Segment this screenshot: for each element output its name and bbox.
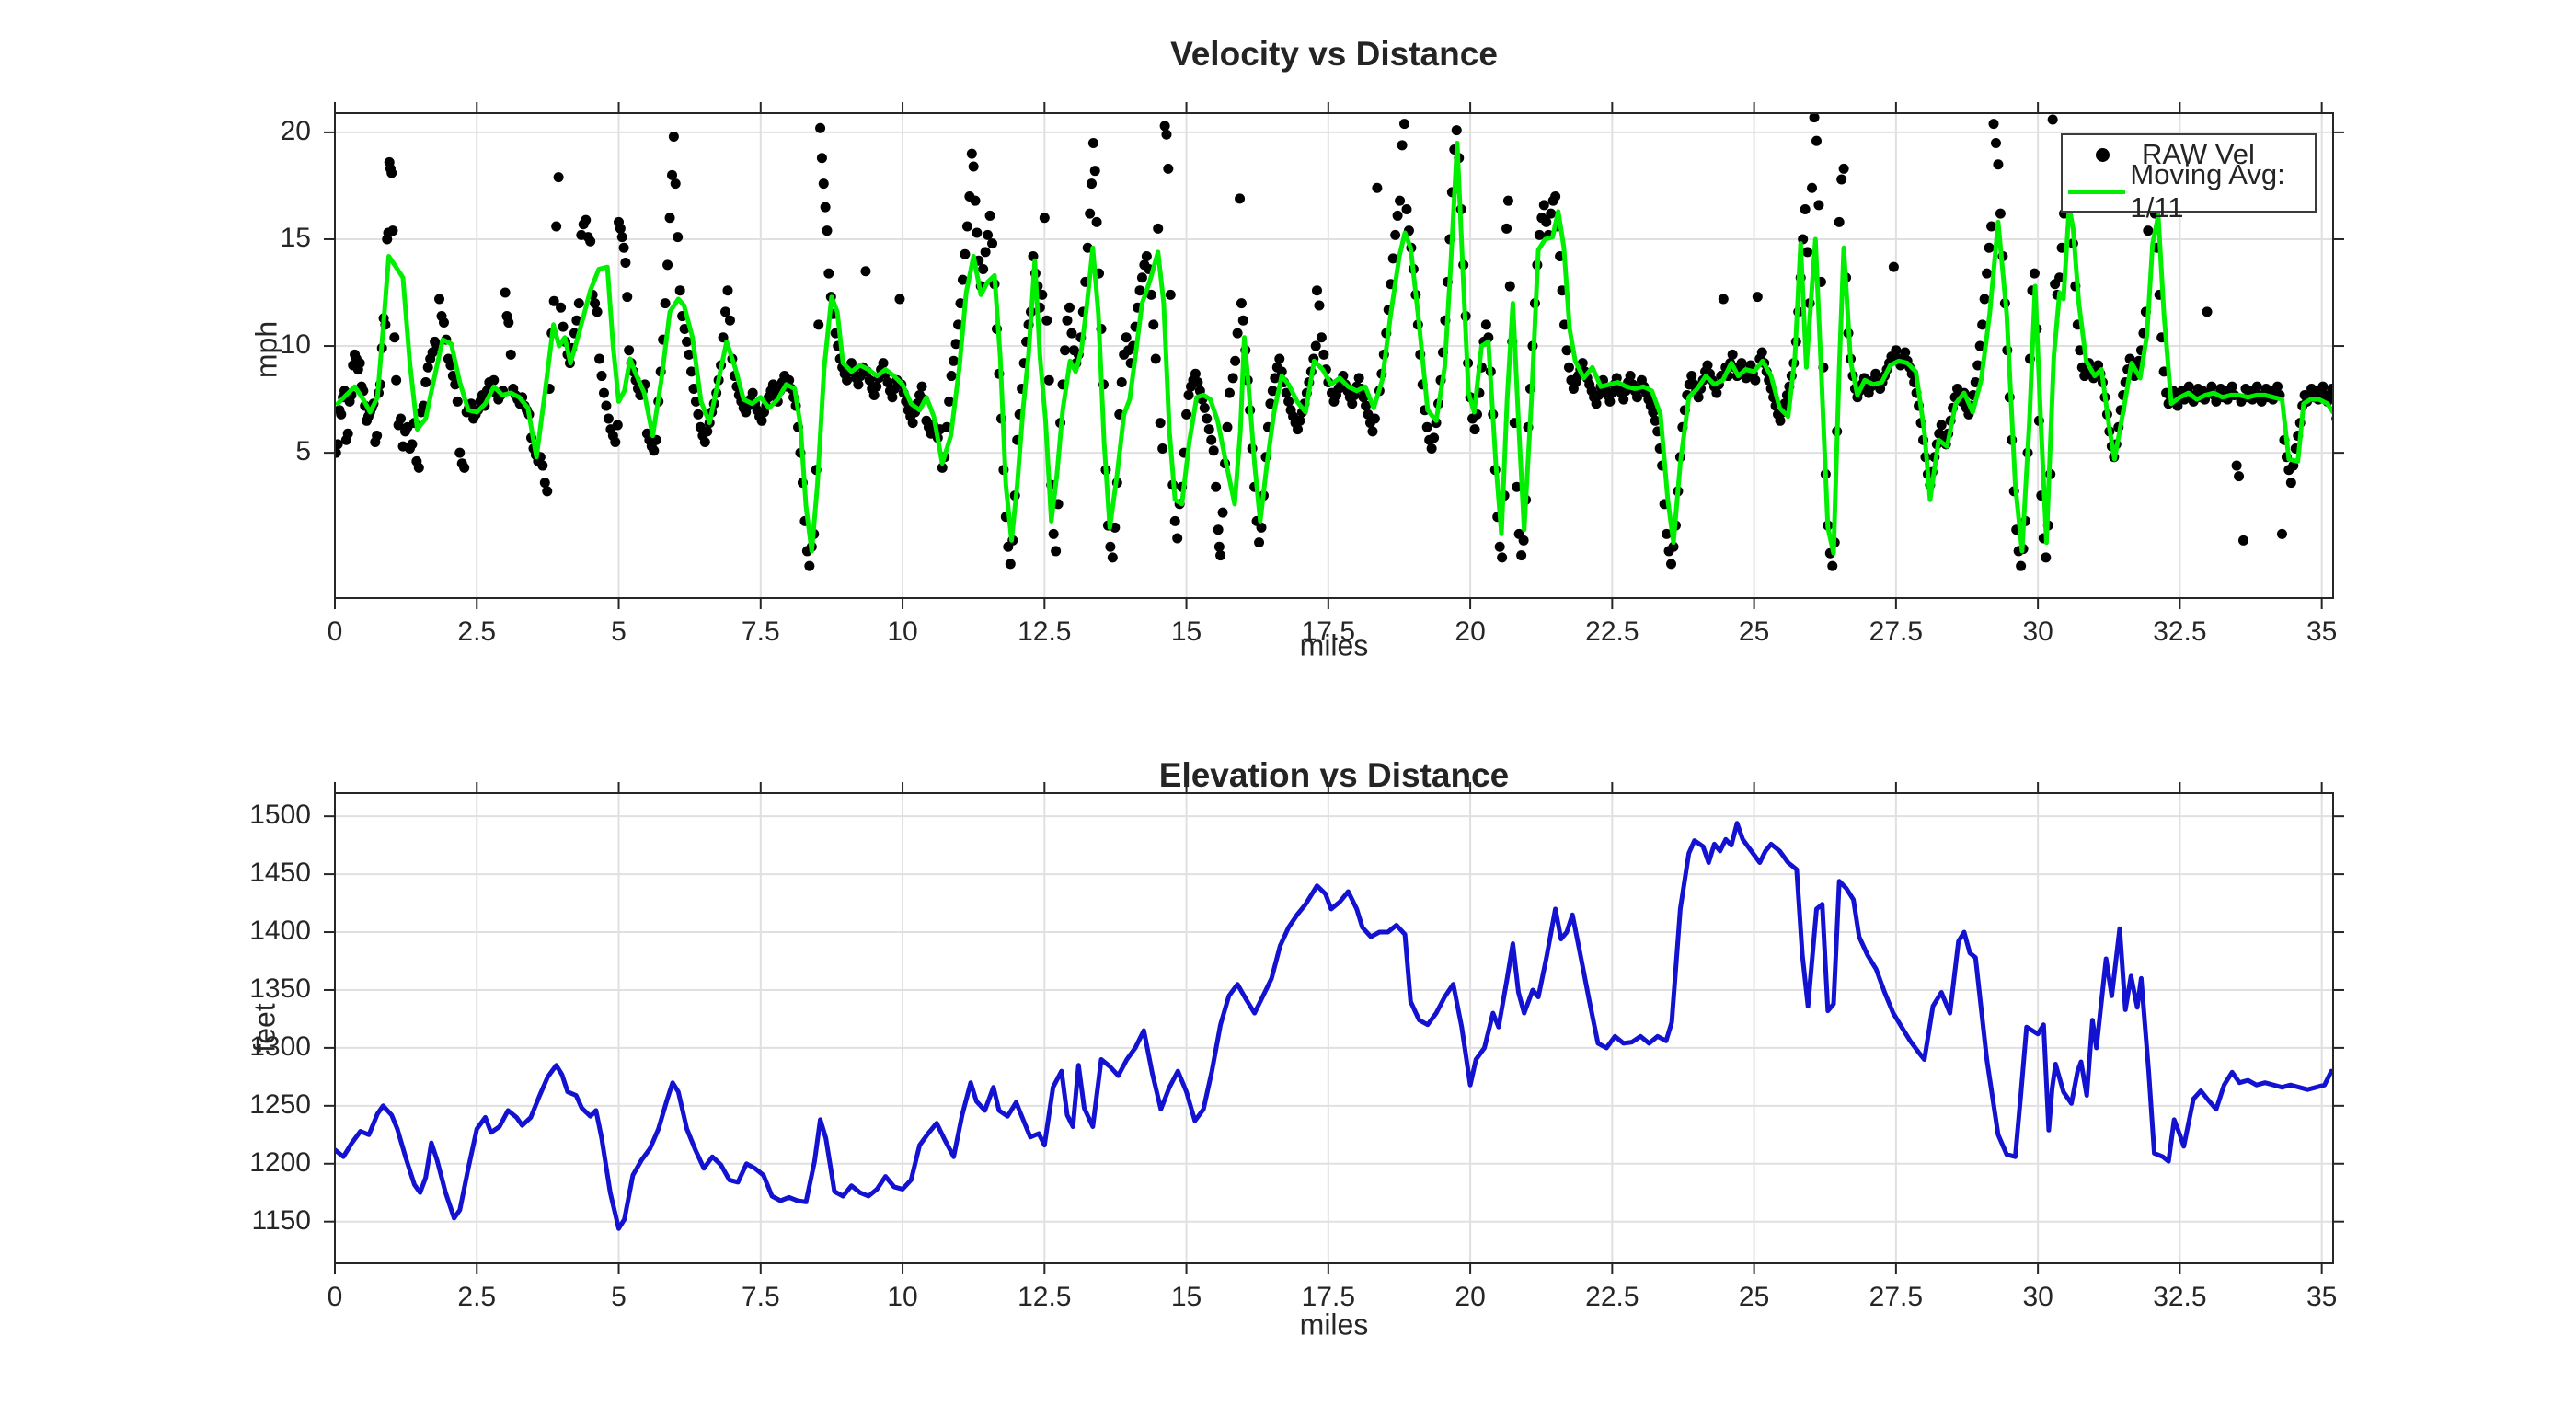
legend-marker-cell — [2063, 189, 2130, 194]
elevation-chart-title: Elevation vs Distance — [1158, 756, 1510, 794]
x-tick-label: 2.5 — [457, 1282, 497, 1312]
y-tick-label: 15 — [280, 222, 311, 253]
x-tick-label: 12.5 — [1018, 616, 1072, 647]
x-tick-label: 27.5 — [1869, 616, 1924, 647]
x-tick-label: 15 — [1170, 616, 1202, 647]
legend-entry-moving-avg: Moving Avg: 1/11 — [2063, 158, 2315, 224]
legend: RAW Vel Moving Avg: 1/11 — [2061, 133, 2317, 224]
x-tick-label: 7.5 — [741, 616, 780, 647]
legend-label-moving-avg: Moving Avg: 1/11 — [2130, 158, 2285, 224]
x-tick-label: 10 — [887, 1282, 918, 1312]
y-tick-label: 1350 — [249, 973, 311, 1004]
y-tick-label: 5 — [295, 436, 311, 467]
x-tick-label: 7.5 — [741, 1282, 780, 1312]
x-tick-label: 32.5 — [2153, 1282, 2207, 1312]
plot-svg — [324, 782, 2344, 1274]
y-tick-label: 1250 — [249, 1088, 311, 1120]
x-tick-label: 17.5 — [1301, 1282, 1356, 1312]
y-tick-label: 1200 — [249, 1146, 311, 1178]
x-tick-label: 5 — [611, 1282, 627, 1312]
x-tick-label: 5 — [611, 616, 627, 647]
x-tick-label: 17.5 — [1301, 616, 1356, 647]
y-tick-label: 1150 — [251, 1204, 311, 1236]
x-tick-label: 25 — [1738, 616, 1770, 647]
legend-marker-cell — [2063, 147, 2142, 162]
x-tick-label: 22.5 — [1585, 616, 1639, 647]
y-tick-label: 1500 — [249, 800, 311, 831]
x-tick-label: 20 — [1455, 1282, 1486, 1312]
velocity-x-axis-label: miles — [1299, 628, 1369, 662]
y-tick-label: 1300 — [249, 1031, 311, 1062]
x-tick-label: 25 — [1738, 1282, 1770, 1312]
x-tick-label: 22.5 — [1585, 1282, 1639, 1312]
y-tick-label: 1400 — [249, 916, 311, 947]
x-tick-label: 15 — [1170, 1282, 1202, 1312]
x-tick-label: 27.5 — [1869, 1282, 1924, 1312]
velocity-chart-title: Velocity vs Distance — [1170, 35, 1498, 73]
x-tick-label: 12.5 — [1018, 1282, 1072, 1312]
x-tick-label: 0 — [327, 616, 343, 647]
x-tick-label: 30 — [2022, 616, 2053, 647]
legend-entry-raw-vel: RAW Vel — [2063, 137, 2315, 172]
plot-svg — [324, 102, 2344, 609]
y-tick-label: 20 — [280, 115, 311, 146]
y-tick-label: 1450 — [249, 858, 311, 889]
x-tick-label: 35 — [2306, 616, 2338, 647]
x-tick-label: 2.5 — [457, 616, 497, 647]
legend-label-raw-vel: RAW Vel — [2142, 138, 2255, 170]
x-tick-label: 32.5 — [2153, 616, 2207, 647]
elevation-x-axis-label: miles — [1299, 1307, 1369, 1342]
y-tick-label: 10 — [280, 329, 311, 361]
x-tick-label: 30 — [2022, 1282, 2053, 1312]
raw-vel-dot-marker-icon — [2095, 147, 2110, 162]
x-tick-label: 35 — [2306, 1282, 2338, 1312]
x-tick-label: 10 — [887, 616, 918, 647]
x-tick-label: 0 — [327, 1282, 343, 1312]
moving-avg-line-marker-icon — [2067, 189, 2125, 194]
x-tick-label: 20 — [1455, 616, 1486, 647]
